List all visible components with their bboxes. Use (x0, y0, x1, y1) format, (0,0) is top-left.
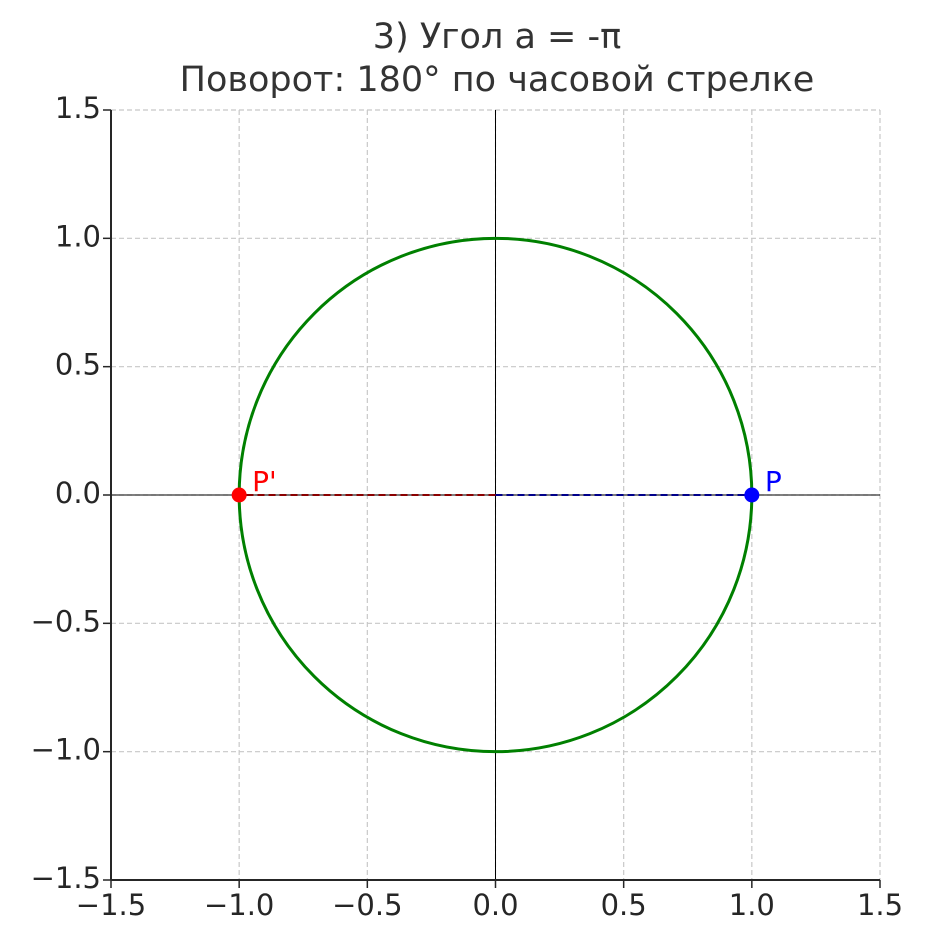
point-label: P' (252, 465, 277, 498)
y-tick-label: −0.5 (31, 604, 101, 638)
y-tick-label: 0.0 (55, 476, 101, 510)
x-tick-label: 0.5 (601, 888, 647, 922)
chart-title: 3) Угол a = -π (373, 17, 621, 57)
point-label: P (765, 465, 782, 498)
point (744, 487, 760, 503)
y-tick-label: −1.0 (31, 733, 101, 767)
x-tick-label: 1.0 (729, 888, 775, 922)
y-tick-label: 0.5 (55, 348, 101, 382)
x-tick-label: −0.5 (332, 888, 402, 922)
y-tick-label: 1.5 (55, 91, 101, 125)
x-tick-label: −1.5 (76, 888, 146, 922)
x-tick-label: 0.0 (472, 888, 518, 922)
y-tick-label: 1.0 (55, 219, 101, 253)
chart-subtitle: Поворот: 180° по часовой стрелке (180, 60, 815, 100)
x-tick-label: 1.5 (857, 888, 903, 922)
x-tick-label: −1.0 (204, 888, 274, 922)
y-tick-label: −1.5 (31, 861, 101, 895)
point (231, 487, 247, 503)
